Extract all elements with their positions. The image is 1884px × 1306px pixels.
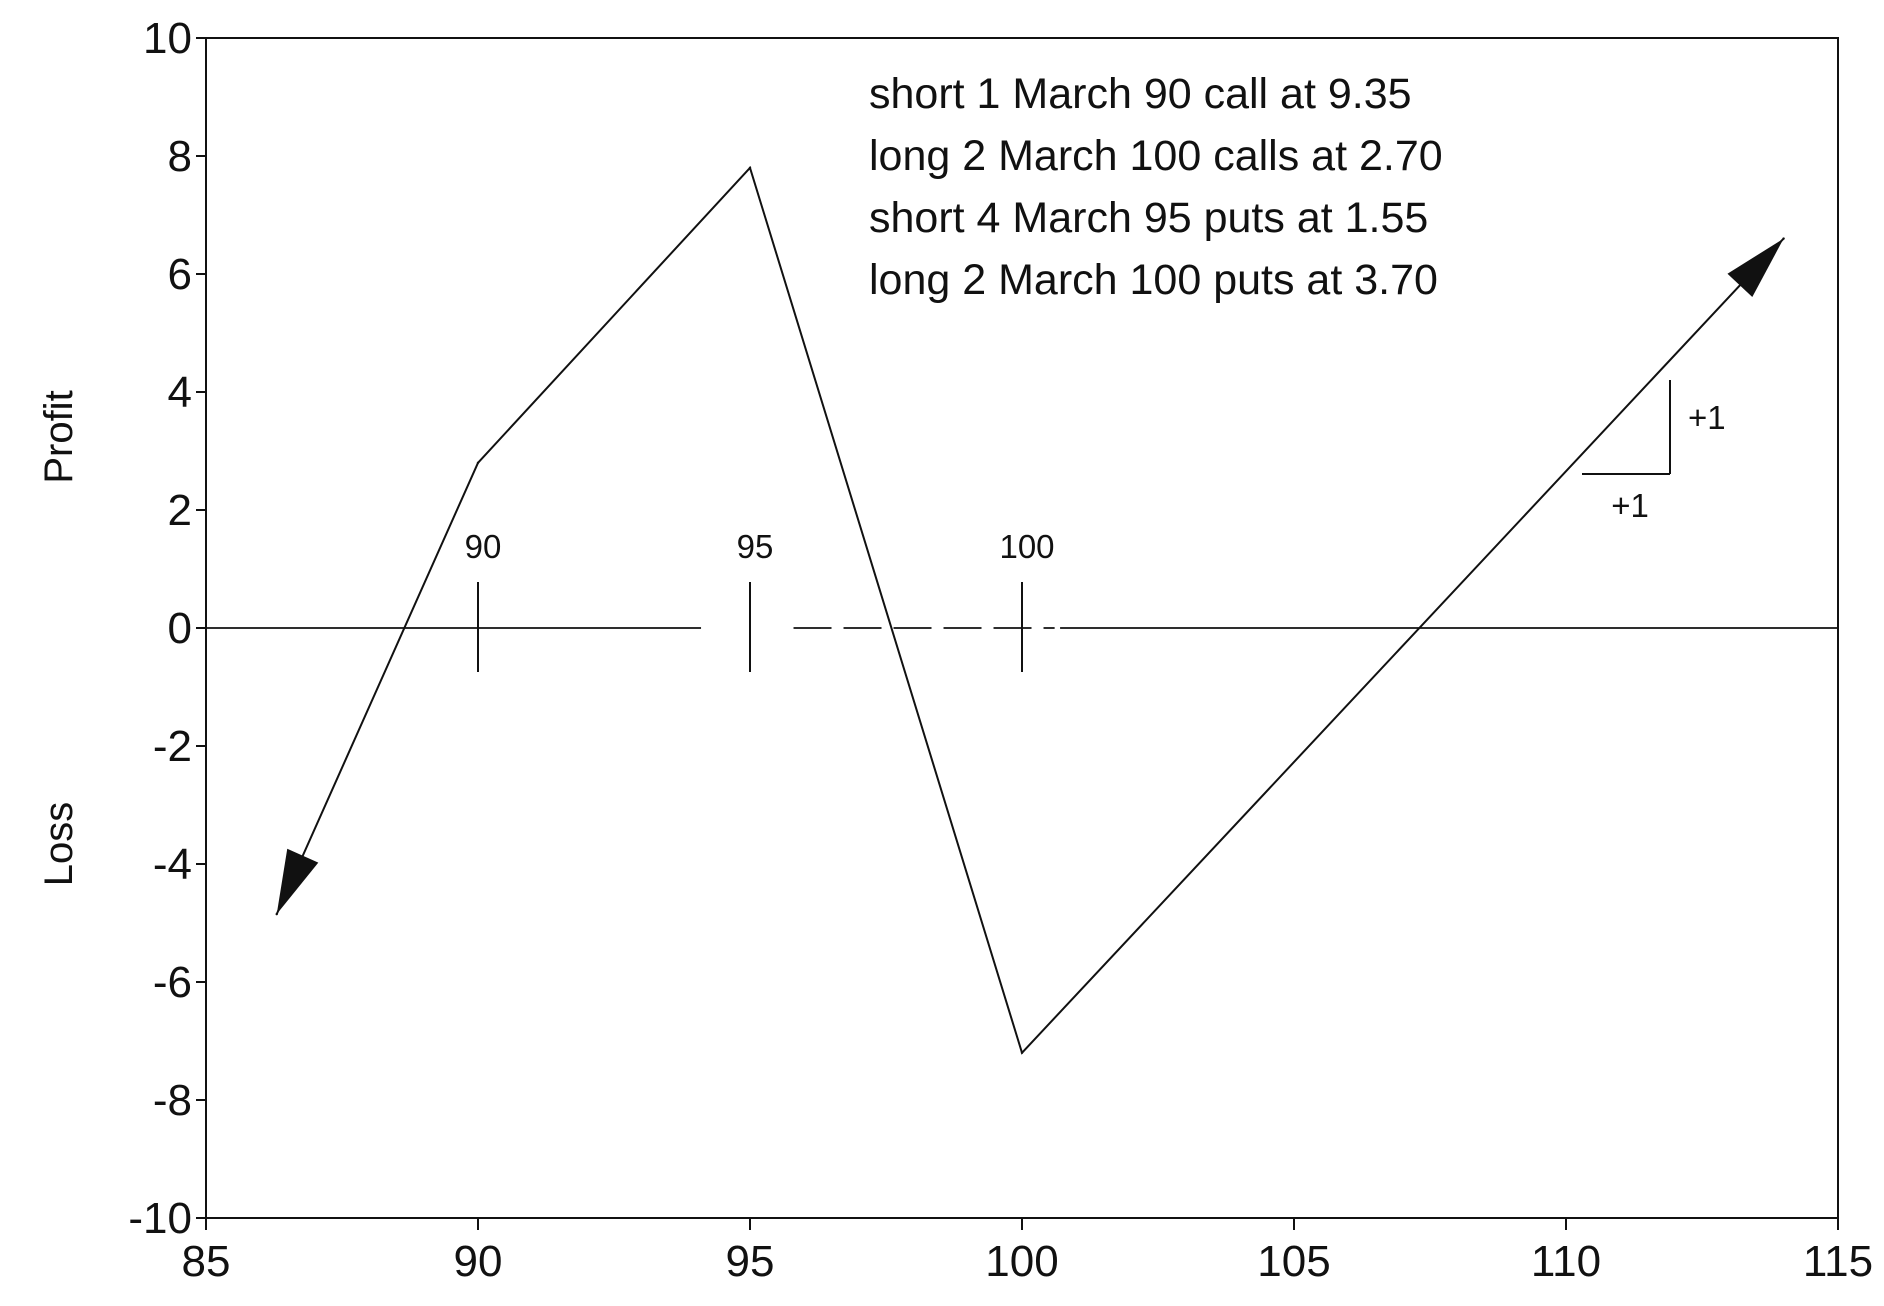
data-point (476, 461, 480, 464)
y-label-loss: Loss (37, 802, 81, 887)
profit-loss-series (275, 165, 1785, 1055)
y-tick-label: 0 (168, 604, 192, 653)
y-axis: -10 -8 -6 -4 -2 0 2 4 6 8 10 (128, 14, 206, 1243)
legend-line: short 4 March 95 puts at 1.55 (869, 194, 1428, 242)
y-tick-label: 10 (143, 14, 192, 63)
slope-run-label: +1 (1611, 487, 1649, 524)
x-tick-label: 105 (1257, 1237, 1330, 1286)
legend-line: long 2 March 100 puts at 3.70 (869, 256, 1438, 304)
data-point (1020, 1051, 1024, 1055)
data-point (748, 166, 752, 169)
strike-label: 100 (999, 528, 1054, 565)
y-tick-label: 6 (168, 250, 192, 299)
x-axis: 85 90 95 100 105 110 115 (182, 1218, 1873, 1286)
arrowhead (276, 848, 319, 915)
y-tick-label: -6 (153, 958, 192, 1007)
legend-line: short 1 March 90 call at 9.35 (869, 70, 1412, 118)
arrowhead (1727, 238, 1784, 297)
strike-label: 95 (737, 528, 774, 565)
y-tick-label: 8 (168, 132, 192, 181)
strike-markers: 90 95 100 (465, 528, 1055, 672)
slope-rise-label: +1 (1688, 399, 1726, 436)
legend-line: long 2 March 100 calls at 2.70 (869, 132, 1443, 180)
slope-indicator: +1 +1 (1582, 380, 1726, 524)
y-tick-label: -10 (128, 1194, 192, 1243)
x-tick-label: 100 (985, 1237, 1058, 1286)
positions-legend: short 1 March 90 call at 9.35 long 2 Mar… (869, 70, 1443, 304)
x-tick-label: 110 (1531, 1237, 1601, 1286)
data-point (275, 912, 278, 916)
y-tick-label: -4 (153, 840, 192, 889)
y-label-profit: Profit (37, 390, 81, 483)
strike-label: 90 (465, 528, 502, 565)
x-tick-label: 115 (1803, 1237, 1873, 1286)
y-tick-label: -8 (153, 1076, 192, 1125)
x-tick-label: 90 (454, 1237, 503, 1286)
y-tick-label: 4 (168, 368, 192, 417)
y-tick-label: -2 (153, 722, 192, 771)
y-tick-label: 2 (168, 486, 192, 535)
x-tick-label: 85 (182, 1237, 231, 1286)
x-tick-label: 95 (726, 1237, 775, 1286)
